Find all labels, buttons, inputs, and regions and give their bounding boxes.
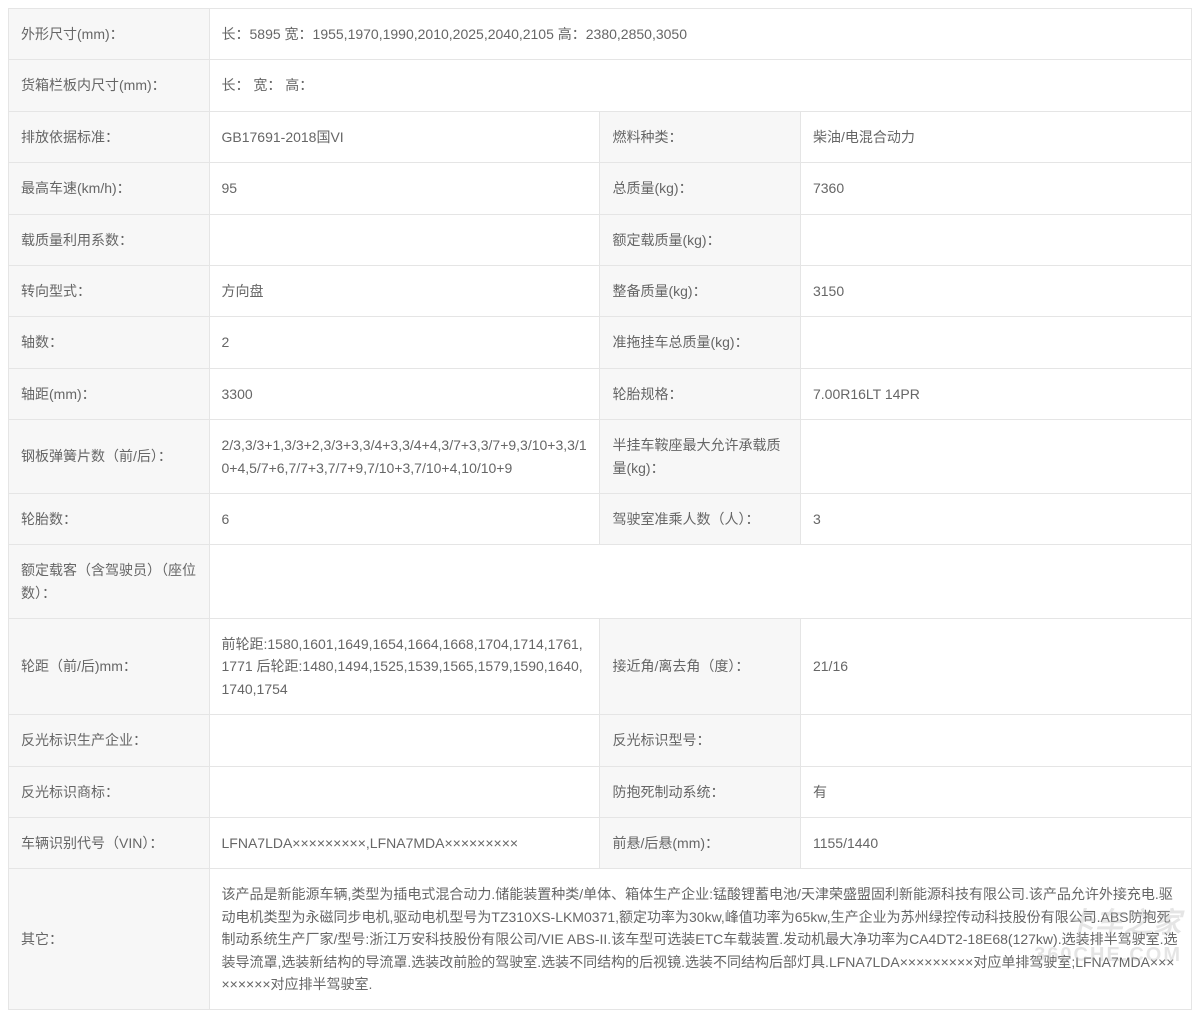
axles-label: 轴数：	[9, 317, 210, 368]
table-row: 轮胎数： 6 驾驶室准乘人数（人）： 3	[9, 493, 1192, 544]
abs-value: 有	[800, 766, 1191, 817]
wheelbase-value: 3300	[209, 368, 600, 419]
table-row: 反光标识生产企业： 反光标识型号：	[9, 715, 1192, 766]
curbmass-label: 整备质量(kg)：	[600, 265, 801, 316]
emission-value: GB17691-2018国VI	[209, 111, 600, 162]
springs-label: 钢板弹簧片数（前/后）：	[9, 420, 210, 494]
wheelbase-label: 轴距(mm)：	[9, 368, 210, 419]
ratedload-value	[800, 214, 1191, 265]
reflmaker-label: 反光标识生产企业：	[9, 715, 210, 766]
other-value: 该产品是新能源车辆,类型为插电式混合动力.储能装置种类/单体、箱体生产企业:锰酸…	[209, 869, 1192, 1010]
vin-value: LFNA7LDA×××××××××,LFNA7MDA×××××××××	[209, 818, 600, 869]
emission-label: 排放依据标准：	[9, 111, 210, 162]
springs-value: 2/3,3/3+1,3/3+2,3/3+3,3/4+3,3/4+4,3/7+3,…	[209, 420, 600, 494]
angles-label: 接近角/离去角（度）：	[600, 619, 801, 715]
table-row: 载质量利用系数： 额定载质量(kg)：	[9, 214, 1192, 265]
table-row: 反光标识商标： 防抱死制动系统： 有	[9, 766, 1192, 817]
table-row: 货箱栏板内尺寸(mm)： 长： 宽： 高：	[9, 60, 1192, 111]
tirespec-value: 7.00R16LT 14PR	[800, 368, 1191, 419]
table-row: 轴距(mm)： 3300 轮胎规格： 7.00R16LT 14PR	[9, 368, 1192, 419]
spec-table: 外形尺寸(mm)： 长：5895 宽：1955,1970,1990,2010,2…	[8, 8, 1192, 1010]
totalmass-label: 总质量(kg)：	[600, 163, 801, 214]
passengers-label: 额定载客（含驾驶员）（座位数）：	[9, 545, 210, 619]
overhang-value: 1155/1440	[800, 818, 1191, 869]
reflbrand-value	[209, 766, 600, 817]
vin-label: 车辆识别代号（VIN）：	[9, 818, 210, 869]
table-row: 轴数： 2 准拖挂车总质量(kg)：	[9, 317, 1192, 368]
track-value: 前轮距:1580,1601,1649,1654,1664,1668,1704,1…	[209, 619, 600, 715]
table-row: 最高车速(km/h)： 95 总质量(kg)： 7360	[9, 163, 1192, 214]
other-label: 其它：	[9, 869, 210, 1010]
fuel-value: 柴油/电混合动力	[800, 111, 1191, 162]
angles-value: 21/16	[800, 619, 1191, 715]
totalmass-value: 7360	[800, 163, 1191, 214]
steering-label: 转向型式：	[9, 265, 210, 316]
table-row: 轮距（前/后)mm： 前轮距:1580,1601,1649,1654,1664,…	[9, 619, 1192, 715]
loadcoef-label: 载质量利用系数：	[9, 214, 210, 265]
table-row: 其它： 该产品是新能源车辆,类型为插电式混合动力.储能装置种类/单体、箱体生产企…	[9, 869, 1192, 1010]
saddle-label: 半挂车鞍座最大允许承载质量(kg)：	[600, 420, 801, 494]
steering-value: 方向盘	[209, 265, 600, 316]
table-row: 钢板弹簧片数（前/后）： 2/3,3/3+1,3/3+2,3/3+3,3/4+3…	[9, 420, 1192, 494]
reflmaker-value	[209, 715, 600, 766]
cargo-value: 长： 宽： 高：	[209, 60, 1192, 111]
reflmodel-value	[800, 715, 1191, 766]
trailermass-value	[800, 317, 1191, 368]
fuel-label: 燃料种类：	[600, 111, 801, 162]
ratedload-label: 额定载质量(kg)：	[600, 214, 801, 265]
tirespec-label: 轮胎规格：	[600, 368, 801, 419]
reflmodel-label: 反光标识型号：	[600, 715, 801, 766]
dimensions-value: 长：5895 宽：1955,1970,1990,2010,2025,2040,2…	[209, 9, 1192, 60]
tirecount-value: 6	[209, 493, 600, 544]
loadcoef-value	[209, 214, 600, 265]
curbmass-value: 3150	[800, 265, 1191, 316]
overhang-label: 前悬/后悬(mm)：	[600, 818, 801, 869]
cargo-label: 货箱栏板内尺寸(mm)：	[9, 60, 210, 111]
maxspeed-label: 最高车速(km/h)：	[9, 163, 210, 214]
dimensions-label: 外形尺寸(mm)：	[9, 9, 210, 60]
cabseats-value: 3	[800, 493, 1191, 544]
abs-label: 防抱死制动系统：	[600, 766, 801, 817]
saddle-value	[800, 420, 1191, 494]
track-label: 轮距（前/后)mm：	[9, 619, 210, 715]
table-row: 排放依据标准： GB17691-2018国VI 燃料种类： 柴油/电混合动力	[9, 111, 1192, 162]
table-row: 外形尺寸(mm)： 长：5895 宽：1955,1970,1990,2010,2…	[9, 9, 1192, 60]
maxspeed-value: 95	[209, 163, 600, 214]
table-row: 转向型式： 方向盘 整备质量(kg)： 3150	[9, 265, 1192, 316]
table-row: 车辆识别代号（VIN）： LFNA7LDA×××××××××,LFNA7MDA×…	[9, 818, 1192, 869]
table-row: 额定载客（含驾驶员）（座位数）：	[9, 545, 1192, 619]
reflbrand-label: 反光标识商标：	[9, 766, 210, 817]
cabseats-label: 驾驶室准乘人数（人）：	[600, 493, 801, 544]
trailermass-label: 准拖挂车总质量(kg)：	[600, 317, 801, 368]
passengers-value	[209, 545, 1192, 619]
axles-value: 2	[209, 317, 600, 368]
tirecount-label: 轮胎数：	[9, 493, 210, 544]
